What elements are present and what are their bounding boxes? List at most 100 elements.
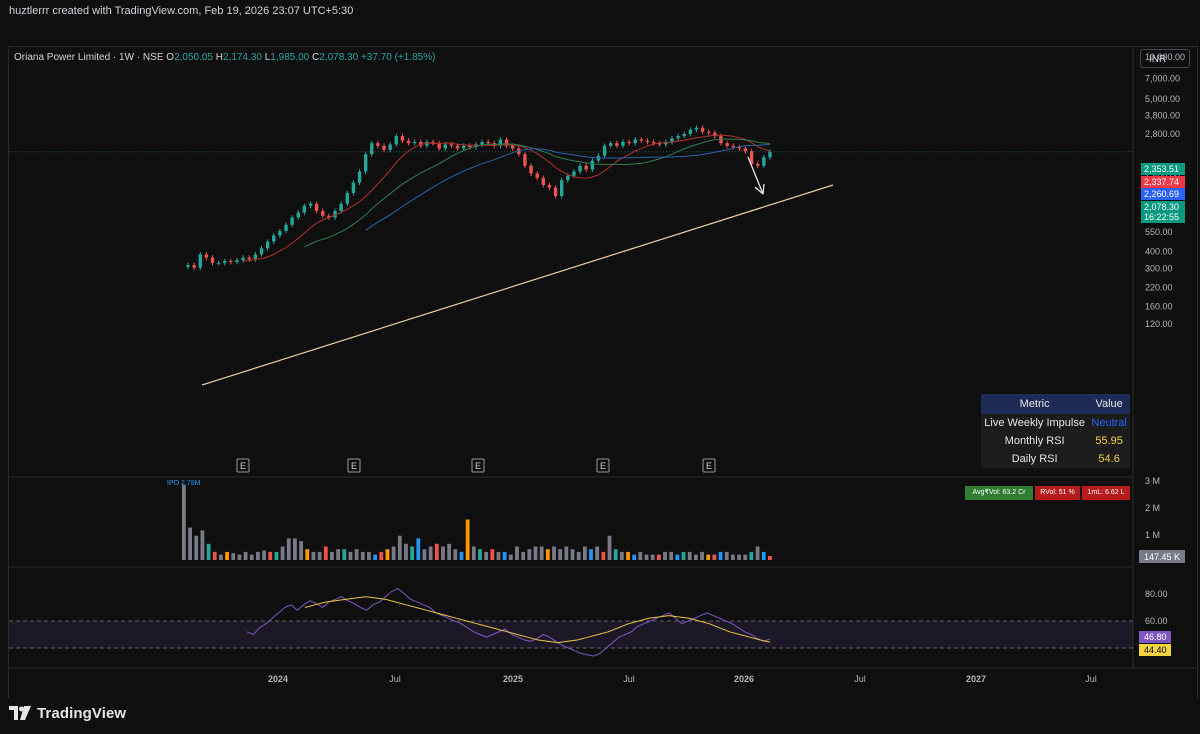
candle-body [339, 203, 343, 211]
candle-body [412, 141, 417, 144]
earnings-marker [702, 458, 716, 473]
moving-average-line [365, 143, 771, 231]
volume-bar [687, 551, 692, 560]
volume-bar [718, 551, 723, 560]
time-axis-tick: Jul [854, 674, 866, 684]
volume-bar [219, 554, 223, 560]
candle-body [719, 136, 723, 144]
candle-body [204, 254, 209, 258]
candle-body [327, 215, 331, 218]
volume-bar [619, 551, 624, 560]
price-axis-label-bg [1141, 188, 1185, 200]
volume-bar [348, 551, 353, 560]
volume-bar [669, 551, 674, 560]
candle-body [768, 151, 772, 158]
price-axis-label-bg [1141, 211, 1185, 223]
volume-bar [755, 546, 760, 560]
price-axis-tick: 400.00 [1145, 246, 1173, 256]
value-cell: Neutral [1088, 414, 1130, 432]
candle-body [308, 203, 313, 206]
candle-body [700, 127, 705, 132]
candle-body [615, 143, 619, 146]
close-value: 2,078.30 [319, 52, 359, 63]
volume-bar [330, 551, 334, 560]
volume-bar [397, 535, 402, 560]
rsi-value-label-bg [1139, 631, 1171, 643]
low-label: L [264, 52, 271, 63]
volume-bar [367, 551, 371, 560]
candle-body [756, 163, 760, 166]
candle-body [547, 185, 552, 188]
open-label: O [166, 52, 175, 63]
volume-bar [231, 553, 236, 560]
top-bar: huztlerrr created with TradingView.com, … [0, 0, 1200, 24]
time-axis-tick: Jul [623, 674, 635, 684]
earnings-marker-label: E [706, 461, 712, 471]
price-axis-tick: 550.00 [1145, 227, 1173, 237]
last-volume-label: 147.45 K [1144, 552, 1180, 562]
candle-body [321, 210, 325, 216]
symbol-name[interactable]: Oriana Power Limited · 1W · NSE [14, 52, 164, 63]
candle-body [676, 136, 680, 139]
volume-bar [663, 551, 667, 560]
volume-bar [428, 546, 433, 560]
volume-bar [194, 535, 199, 560]
symbol-legend[interactable]: Oriana Power Limited · 1W · NSE O2,050.0… [14, 52, 435, 63]
volume-bar [589, 549, 593, 560]
volume-bar [249, 554, 254, 560]
rsi-axis-tick: 80.00 [1145, 589, 1168, 599]
candle-body [333, 210, 337, 218]
metric-cell: Daily RSI [981, 450, 1089, 468]
volume-bar [182, 484, 186, 560]
volume-bar [490, 549, 495, 560]
volume-bar [336, 549, 341, 560]
candle-body [633, 139, 637, 144]
volume-bar [595, 546, 600, 560]
candle-body [406, 140, 411, 144]
candle-body [210, 257, 215, 263]
volume-bar [693, 554, 698, 560]
candle-body [382, 145, 386, 150]
currency-selector[interactable]: INR [1140, 49, 1190, 68]
candle-body [461, 145, 466, 149]
candle-body [229, 261, 233, 263]
volume-bar [607, 535, 612, 560]
volume-bar [441, 546, 445, 560]
rsi-band [9, 621, 1133, 648]
volume-bar [311, 551, 316, 560]
volume-bar [354, 549, 359, 560]
candle-body [235, 260, 239, 262]
price-axis-tick: 10,000.00 [1145, 52, 1185, 62]
candle-body [682, 133, 686, 137]
trendline [201, 184, 834, 386]
price-axis-tick: 220.00 [1145, 282, 1173, 292]
metric-header: Metric [981, 394, 1089, 414]
candle-body [694, 127, 699, 130]
tradingview-logo[interactable]: TradingView [9, 703, 126, 723]
candle-body [541, 177, 546, 186]
volume-bar [274, 551, 279, 560]
volume-axis-tick: 3 M [1145, 476, 1160, 486]
candle-body [370, 143, 374, 155]
volume-bar [681, 551, 686, 560]
volume-bar [299, 541, 303, 560]
price-axis-tick: 7,000.00 [1145, 74, 1180, 84]
price-axis-label: 2,260.69 [1144, 189, 1179, 199]
volume-bar [508, 554, 513, 560]
candle-body [284, 224, 288, 231]
volume-bar [700, 551, 704, 560]
candle-body [725, 143, 729, 146]
candle-body [247, 257, 251, 260]
volume-bar [656, 554, 661, 560]
candle-body [449, 144, 454, 146]
volume-bar [706, 554, 711, 560]
volume-bar [212, 551, 217, 560]
candle-body [510, 145, 515, 149]
candle-body [664, 141, 668, 145]
candle-body [296, 212, 300, 218]
candle-body [645, 140, 650, 142]
time-axis-tick: Jul [1085, 674, 1097, 684]
candle-body [737, 147, 742, 149]
candle-body [707, 131, 711, 133]
